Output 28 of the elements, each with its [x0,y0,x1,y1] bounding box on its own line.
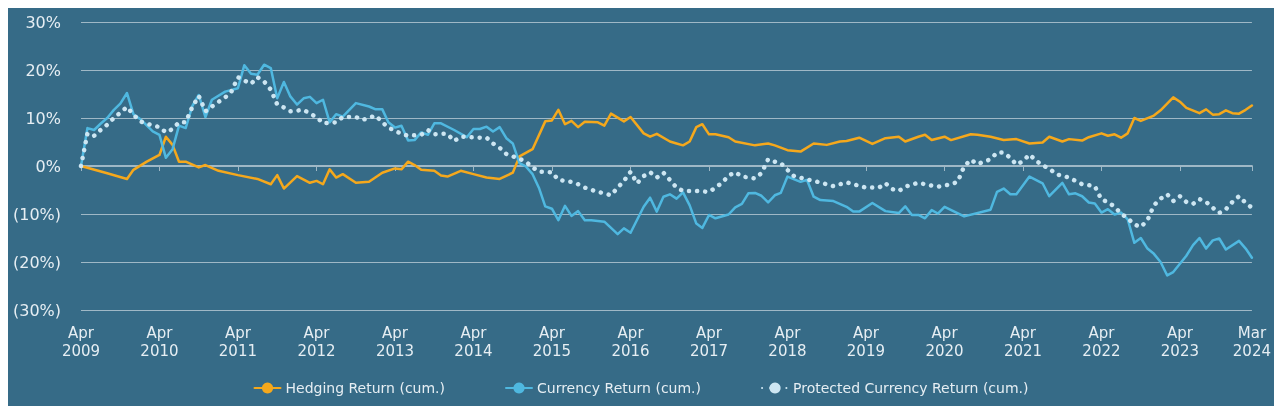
y-tick-label: 20% [25,60,61,80]
x-tick-label: Apr 2014 [454,324,493,360]
x-tick-label: Apr 2017 [689,324,729,360]
x-tick-label: Mar 2024 [1232,324,1272,360]
x-tick-label: Apr 2012 [297,324,336,360]
y-tick-label: 10% [25,108,61,128]
x-tick-label: Apr 2019 [846,324,885,360]
legend-label: Protected Currency Return (cum.) [793,380,1029,396]
x-tick-label: Apr 2022 [1082,324,1121,360]
x-tick-label: Apr 2015 [532,324,571,360]
x-tick-label: Apr 2021 [1003,324,1043,360]
x-tick-label: Apr 2011 [218,324,257,360]
y-tick-label: (10%) [12,204,61,224]
y-tick-label: (30%) [12,300,61,320]
x-tick-label: Apr 2020 [925,324,964,360]
y-tick-label: 0% [35,156,61,176]
x-tick-label: Apr 2018 [768,324,807,360]
legend-label: Hedging Return (cum.) [285,380,446,396]
line-series [79,63,1254,277]
x-tick-label: Apr 2010 [140,324,179,360]
y-tick-label: 30% [25,12,61,32]
legend-label: Currency Return (cum.) [537,380,702,396]
x-tick-label: Apr 2009 [61,324,101,360]
line-series [78,74,1255,230]
x-tick-label: Apr 2016 [611,324,650,360]
x-tick-label: Apr 2023 [1160,324,1200,360]
x-tick-label: Apr 2013 [375,324,415,360]
y-tick-label: (20%) [12,252,61,272]
